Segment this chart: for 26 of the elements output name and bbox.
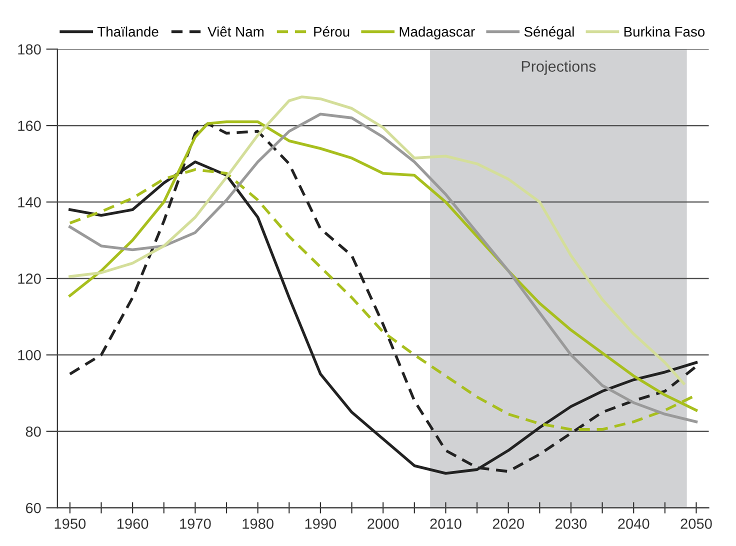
x-tick-label: 2030 (555, 518, 587, 529)
x-tick-label: 1960 (117, 518, 148, 529)
x-tick-label: 1990 (305, 518, 336, 529)
x-tick-label: 1950 (54, 518, 86, 529)
y-tick-label: 160 (18, 120, 41, 132)
legend-label: Thaïlande (97, 26, 158, 37)
y-tick-label: 80 (26, 426, 41, 437)
y-tick-label: 120 (18, 274, 41, 284)
y-tick-label: 60 (26, 502, 41, 514)
y-tick-label: 100 (18, 350, 41, 360)
x-tick-label: 1980 (242, 518, 274, 529)
line-series (68, 96, 686, 385)
band-label: Projections (522, 60, 596, 75)
x-tick-label: 2000 (368, 518, 399, 529)
x-tick-label: 2050 (680, 518, 712, 529)
legend-label: Pérou (314, 26, 350, 37)
legend-label: Sénégal (524, 26, 574, 40)
x-tick-label: 2040 (618, 518, 650, 529)
y-tick-label: 140 (18, 197, 41, 208)
y-tick-label: 180 (18, 44, 41, 55)
x-tick-label: 2020 (492, 518, 524, 529)
legend-label: Burkina Faso (624, 26, 705, 37)
x-tick-label: 2010 (430, 518, 462, 529)
legend-label: Madagascar (400, 26, 475, 40)
legend-label: Viêt Nam (208, 26, 264, 37)
x-tick-label: 1970 (180, 518, 211, 529)
